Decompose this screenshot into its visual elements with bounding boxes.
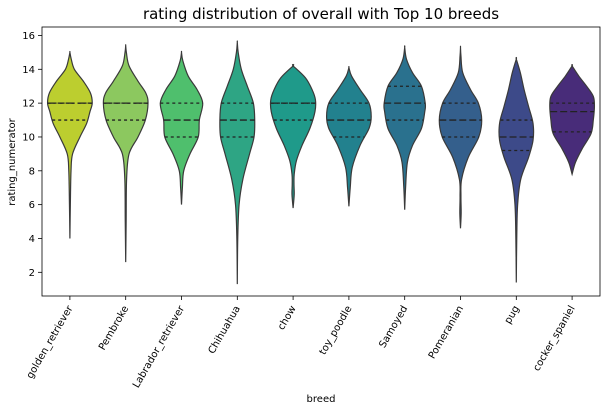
- y-tick-label: 12: [22, 99, 35, 110]
- y-tick-label: 4: [29, 234, 35, 245]
- x-tick-label: Chihuahua: [207, 304, 243, 356]
- y-tick-label: 14: [22, 65, 35, 76]
- violin-body: [383, 45, 427, 210]
- chart-title: rating distribution of overall with Top …: [143, 5, 499, 23]
- violin-body: [219, 40, 256, 285]
- violin-chow: [269, 63, 317, 209]
- violin-chihuahua: [219, 40, 256, 285]
- y-tick-label: 8: [29, 166, 35, 177]
- violin-cocker-spaniel: [549, 64, 596, 177]
- x-axis-label: breed: [307, 394, 336, 405]
- y-axis: 2 4 6 8 10 12 14 16: [22, 31, 42, 279]
- violin-body: [498, 56, 535, 283]
- y-tick-label: 10: [22, 132, 35, 143]
- y-tick-label: 16: [22, 31, 35, 42]
- violin-golden-retriever: [46, 50, 93, 239]
- plot-frame: [41, 26, 601, 297]
- x-tick-label: chow: [276, 304, 299, 332]
- violin-pembroke: [102, 44, 149, 263]
- violin-body: [269, 63, 317, 209]
- x-tick-label: Pembroke: [97, 304, 131, 352]
- x-axis: golden_retriever Pembroke Labrador_retriev…: [25, 296, 578, 390]
- violin-body: [102, 44, 149, 263]
- x-tick-label: toy_poodle: [318, 304, 355, 357]
- x-tick-label: Pomeranian: [427, 304, 466, 361]
- violin-body: [159, 50, 204, 205]
- violin-pomeranian: [438, 45, 483, 229]
- violin-toy-poodle: [325, 65, 372, 207]
- x-tick-label: golden_retriever: [25, 303, 76, 381]
- y-tick-label: 2: [29, 268, 35, 279]
- violins: [46, 40, 596, 285]
- violin-body: [325, 65, 372, 207]
- x-tick-label: Labrador_retriever: [131, 303, 187, 390]
- violin-samoyed: [383, 45, 427, 210]
- y-axis-label: rating_numerator: [7, 117, 18, 205]
- x-tick-label: cocker_spaniel: [531, 304, 577, 373]
- x-tick-label: Samoyed: [377, 304, 410, 350]
- violin-pug: [498, 56, 535, 283]
- violin-body: [46, 50, 93, 239]
- violin-body: [549, 64, 596, 177]
- y-tick-label: 6: [29, 200, 35, 211]
- violin-labrador-retriever: [159, 50, 204, 205]
- x-tick-label: pug: [503, 304, 522, 326]
